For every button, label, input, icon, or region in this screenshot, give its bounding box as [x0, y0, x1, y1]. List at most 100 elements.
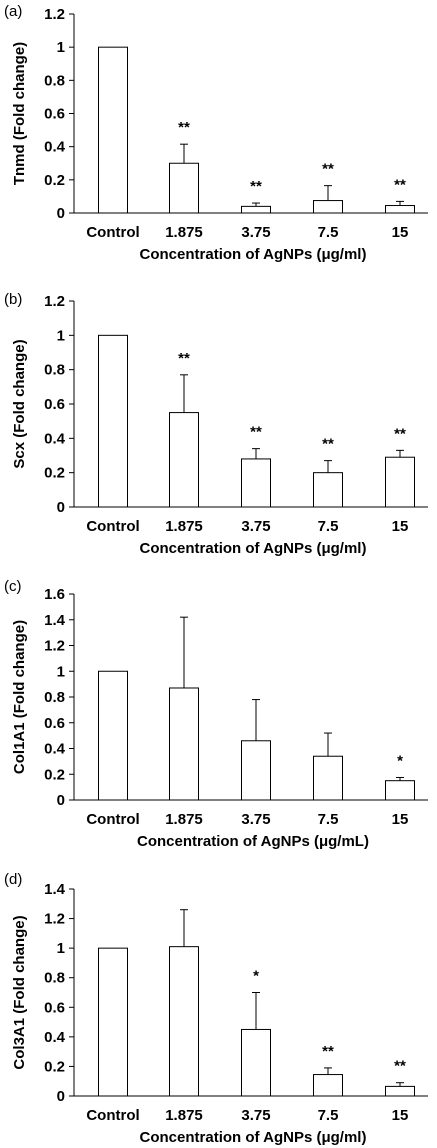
panel-label: (b) — [4, 291, 22, 308]
bar — [98, 46, 128, 214]
y-tick-label: 0.6 — [44, 999, 65, 1016]
x-axis-label: Concentration of AgNPs (μg/mL) — [137, 833, 369, 850]
bar — [241, 740, 271, 801]
significance-label: ** — [250, 424, 262, 441]
y-axis-label: Col1A1 (Fold change) — [11, 620, 28, 774]
y-tick-label: 1.2 — [44, 911, 65, 928]
chart-panel-4: (d) 0 0.2 0.4 0.6 0.8 1 1.2 1.4 Control 1.875 * 3.75… — [4, 871, 428, 1146]
significance-label: ** — [322, 161, 334, 178]
y-tick-label: 0.4 — [44, 430, 66, 447]
y-tick-label: 0.2 — [44, 766, 65, 783]
bar — [169, 946, 199, 1097]
y-tick-label: 1.2 — [44, 6, 65, 23]
x-tick-label: 1.875 — [165, 811, 203, 828]
significance-label: ** — [394, 425, 406, 442]
x-tick-label: Control — [86, 224, 139, 241]
y-axis-label: Tnmd (Fold change) — [11, 42, 28, 185]
bar — [169, 412, 199, 508]
bar — [98, 670, 128, 801]
x-axis-label: Concentration of AgNPs (μg/ml) — [140, 246, 367, 263]
panel-label: (a) — [4, 3, 22, 20]
bar — [313, 200, 343, 214]
y-tick-label: 1 — [57, 39, 65, 56]
bar — [98, 947, 128, 1097]
y-tick-label: 0.6 — [44, 715, 65, 732]
y-tick-label: 0 — [57, 205, 65, 222]
bar — [241, 205, 271, 214]
bar — [241, 458, 271, 508]
y-tick-label: 0.8 — [44, 970, 65, 987]
x-tick-label: 1.875 — [165, 518, 203, 535]
y-tick-label: 0.4 — [44, 139, 66, 156]
bar — [313, 755, 343, 801]
x-tick-label: 15 — [392, 518, 409, 535]
significance-label: ** — [178, 119, 190, 136]
bar — [385, 1085, 415, 1097]
significance-label: ** — [394, 1058, 406, 1075]
x-tick-label: Control — [86, 1107, 139, 1124]
y-tick-label: 0.4 — [44, 1029, 66, 1046]
y-tick-label: 1.6 — [44, 586, 65, 603]
chart-panel-1: (a) 0 0.2 0.4 0.6 0.8 1 1.2 Control ** 1.875 ** 3.75… — [4, 3, 428, 263]
panel-label: (c) — [4, 578, 22, 595]
x-tick-label: 3.75 — [241, 1107, 270, 1124]
x-tick-label: 7.5 — [318, 1107, 339, 1124]
x-tick-label: 7.5 — [318, 518, 339, 535]
significance-label: ** — [322, 436, 334, 453]
y-tick-label: 0.2 — [44, 172, 65, 189]
bar — [313, 1074, 343, 1097]
x-tick-label: 7.5 — [318, 224, 339, 241]
x-tick-label: 3.75 — [241, 518, 270, 535]
x-tick-label: 1.875 — [165, 1107, 203, 1124]
significance-label: * — [397, 752, 403, 769]
y-tick-label: 0 — [57, 792, 65, 809]
x-axis-label: Concentration of AgNPs (μg/ml) — [140, 540, 367, 557]
chart-panel-2: (b) 0 0.2 0.4 0.6 0.8 1 1.2 Control ** 1.875 ** 3.75… — [4, 291, 428, 557]
x-axis-label: Concentration of AgNPs (μg/ml) — [140, 1129, 367, 1146]
y-tick-label: 0.2 — [44, 465, 65, 482]
y-tick-label: 1.4 — [44, 881, 66, 898]
x-tick-label: 1.875 — [165, 224, 203, 241]
bar — [169, 687, 199, 801]
x-tick-label: Control — [86, 811, 139, 828]
y-tick-label: 0.8 — [44, 689, 65, 706]
significance-label: ** — [322, 1043, 334, 1060]
y-tick-label: 0.6 — [44, 106, 65, 123]
y-tick-label: 0.4 — [44, 741, 66, 758]
y-tick-label: 0.6 — [44, 396, 65, 413]
x-tick-label: 15 — [392, 224, 409, 241]
x-tick-label: Control — [86, 518, 139, 535]
x-tick-label: 15 — [392, 1107, 409, 1124]
bar — [385, 456, 415, 508]
x-tick-label: 3.75 — [241, 811, 270, 828]
y-tick-label: 1.4 — [44, 612, 66, 629]
y-tick-label: 0.8 — [44, 362, 65, 379]
significance-label: ** — [394, 176, 406, 193]
significance-label: ** — [250, 178, 262, 195]
y-tick-label: 0 — [57, 499, 65, 516]
y-tick-label: 1 — [57, 327, 65, 344]
panel-label: (d) — [4, 871, 22, 888]
y-tick-label: 1 — [57, 940, 65, 957]
significance-label: * — [253, 968, 259, 985]
y-axis-label: Col3A1 (Fold change) — [11, 915, 28, 1069]
chart-panel-3: (c) 0 0.2 0.4 0.6 0.8 1 1.2 1.4 1.6 Control 1.875 3.… — [4, 578, 428, 850]
y-tick-label: 0 — [57, 1088, 65, 1105]
y-tick-label: 0.2 — [44, 1058, 65, 1075]
bar — [385, 205, 415, 214]
y-axis-label: Scx (Fold change) — [11, 339, 28, 468]
bar — [169, 162, 199, 214]
x-tick-label: 15 — [392, 811, 409, 828]
y-tick-label: 1.2 — [44, 293, 65, 310]
bar — [241, 1028, 271, 1097]
significance-label: ** — [178, 350, 190, 367]
y-tick-label: 1 — [57, 663, 65, 680]
y-tick-label: 1.2 — [44, 638, 65, 655]
y-tick-label: 0.8 — [44, 72, 65, 89]
x-tick-label: 3.75 — [241, 224, 270, 241]
bar — [98, 334, 128, 508]
bar — [313, 472, 343, 508]
bar — [385, 780, 415, 801]
